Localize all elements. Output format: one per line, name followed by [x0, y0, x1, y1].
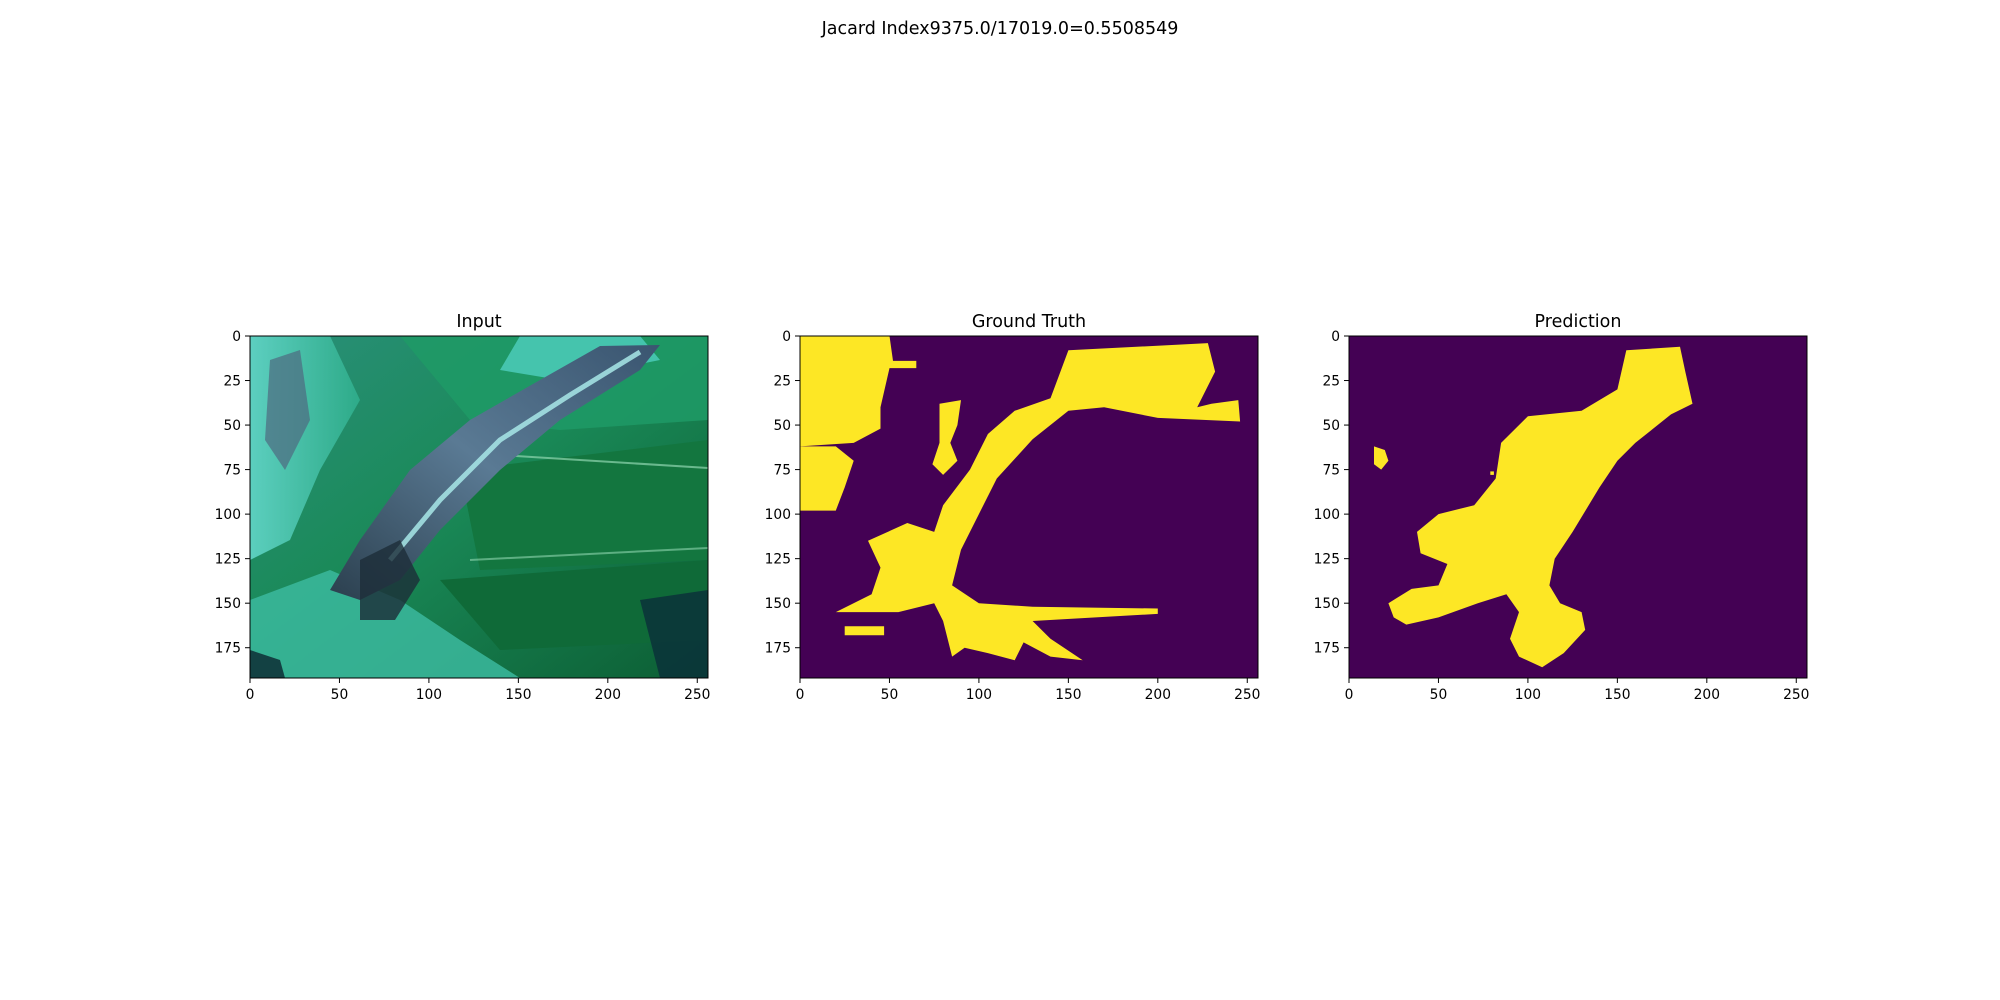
x-tick-label: 150: [1055, 687, 1081, 703]
x-ticks-ground-truth: 0 50 100 150 200 250: [796, 678, 1260, 703]
x-tick-label: 200: [595, 687, 621, 703]
input-image: [250, 336, 708, 678]
mask-region: [844, 626, 885, 636]
lesion-dark-core: [360, 540, 420, 620]
x-tick-label: 150: [1604, 687, 1630, 703]
y-tick-label: 175: [1314, 641, 1340, 657]
y-ticks-ground-truth: 0 25 50 75 100 125 150 175: [765, 329, 800, 657]
y-tick-label: 100: [1314, 507, 1340, 523]
panel-prediction: Prediction 0 50 100 150 200 250 0 25 50 75 100 125…: [1314, 312, 1810, 703]
y-ticks-prediction: 0 25 50 75 100 125 150 175: [1314, 329, 1349, 657]
y-tick-label: 50: [773, 418, 791, 434]
x-ticks-prediction: 0 50 100 150 200 250: [1345, 678, 1809, 703]
y-tick-label: 0: [232, 329, 241, 345]
prediction-mask: [1374, 346, 1693, 668]
y-tick-label: 0: [1331, 329, 1340, 345]
mask-region: [1490, 471, 1494, 475]
y-tick-label: 25: [223, 374, 241, 390]
x-tick-label: 250: [1783, 687, 1809, 703]
y-tick-label: 0: [782, 329, 791, 345]
mask-region: [932, 400, 961, 475]
y-tick-label: 125: [765, 552, 791, 568]
y-tick-label: 100: [215, 507, 241, 523]
x-tick-label: 50: [331, 687, 349, 703]
x-tick-label: 100: [1515, 687, 1541, 703]
y-tick-label: 50: [223, 418, 241, 434]
mask-region: [835, 343, 1241, 661]
panel-title-input: Input: [456, 312, 501, 332]
x-tick-label: 100: [966, 687, 992, 703]
panel-title-ground-truth: Ground Truth: [972, 312, 1086, 332]
x-tick-label: 50: [1430, 687, 1448, 703]
x-tick-label: 0: [1345, 687, 1354, 703]
dark-corner: [640, 590, 708, 678]
y-tick-label: 125: [1314, 552, 1340, 568]
x-tick-label: 200: [1145, 687, 1171, 703]
x-tick-label: 250: [1234, 687, 1260, 703]
x-tick-label: 0: [246, 687, 255, 703]
y-tick-label: 75: [773, 463, 791, 479]
x-tick-label: 200: [1694, 687, 1720, 703]
x-tick-label: 100: [416, 687, 442, 703]
y-tick-label: 150: [765, 596, 791, 612]
y-tick-label: 75: [223, 463, 241, 479]
y-tick-label: 175: [765, 641, 791, 657]
y-tick-label: 25: [773, 374, 791, 390]
axes-frame-ground-truth: [799, 335, 1259, 679]
y-tick-label: 150: [215, 596, 241, 612]
y-ticks-input: 0 25 50 75 100 125 150 175: [215, 329, 250, 657]
mask-region: [800, 336, 917, 447]
y-tick-label: 50: [1322, 418, 1340, 434]
lesion-left-edge: [265, 350, 310, 470]
y-tick-label: 125: [215, 552, 241, 568]
dark-bottom-left: [250, 650, 285, 678]
lesion-midrib: [388, 349, 642, 562]
y-tick-label: 75: [1322, 463, 1340, 479]
y-tick-label: 175: [215, 641, 241, 657]
mask-region: [1374, 446, 1389, 470]
leaf-vein-1: [499, 454, 708, 469]
ground-truth-mask: [800, 336, 1241, 661]
panel-title-prediction: Prediction: [1535, 312, 1622, 332]
y-tick-label: 150: [1314, 596, 1340, 612]
leaf-lower-right: [440, 560, 708, 650]
leaf-right-band: [460, 440, 708, 570]
panel-ground-truth: Ground Truth 0 50 100 150 200 250 0 25 50 75 100 1…: [765, 312, 1261, 703]
mask-region: [800, 446, 854, 511]
x-tick-label: 50: [881, 687, 899, 703]
figure-suptitle: Jacard Index9375.0/17019.0=0.5508549: [821, 19, 1179, 39]
panel-input: Input 0 50 100 150 200 250 0 25 50 75 100 125 150 17…: [215, 312, 711, 703]
x-tick-label: 250: [684, 687, 710, 703]
mask-region: [1388, 346, 1693, 668]
x-tick-label: 150: [505, 687, 531, 703]
y-tick-label: 25: [1322, 374, 1340, 390]
leaf-vein-2: [469, 547, 708, 561]
x-tick-label: 0: [796, 687, 805, 703]
x-ticks-input: 0 50 100 150 200 250: [246, 678, 710, 703]
axes-frame-input: [249, 335, 709, 679]
axes-frame-prediction: [1348, 335, 1808, 679]
y-tick-label: 100: [765, 507, 791, 523]
cyan-region-bottom: [250, 570, 520, 678]
